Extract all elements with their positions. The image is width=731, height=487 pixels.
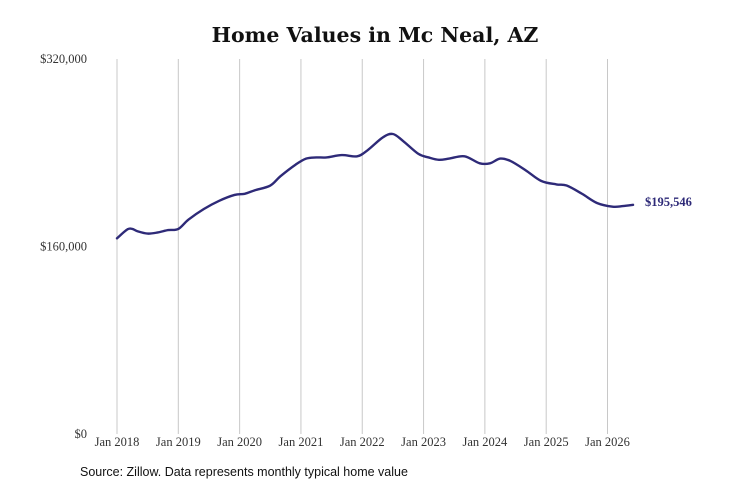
- x-tick-label: Jan 2022: [340, 435, 385, 449]
- y-tick-label: $320,000: [40, 52, 87, 66]
- x-axis-ticks: Jan 2018 Jan 2019 Jan 2020 Jan 2021 Jan 2022…: [95, 435, 630, 449]
- series-line: [115, 132, 635, 240]
- source-caption: Source: Zillow. Data represents monthly …: [80, 465, 408, 479]
- vertical-gridlines: [116, 59, 608, 434]
- x-tick-label: Jan 2024: [462, 435, 508, 449]
- x-tick-label: Jan 2025: [524, 435, 569, 449]
- x-tick-label: Jan 2019: [156, 435, 201, 449]
- x-tick-label: Jan 2020: [217, 435, 262, 449]
- x-tick-label: Jan 2026: [585, 435, 630, 449]
- end-value-label: $195,546: [645, 195, 692, 209]
- y-axis-ticks: $0 $160,000 $320,000: [40, 52, 87, 441]
- x-tick-label: Jan 2021: [279, 435, 324, 449]
- x-tick-label: Jan 2018: [95, 435, 140, 449]
- x-tick-label: Jan 2023: [401, 435, 446, 449]
- y-tick-label: $160,000: [40, 240, 87, 254]
- y-tick-label: $0: [75, 427, 88, 441]
- chart-title: Home Values in Mc Neal, AZ: [212, 23, 539, 47]
